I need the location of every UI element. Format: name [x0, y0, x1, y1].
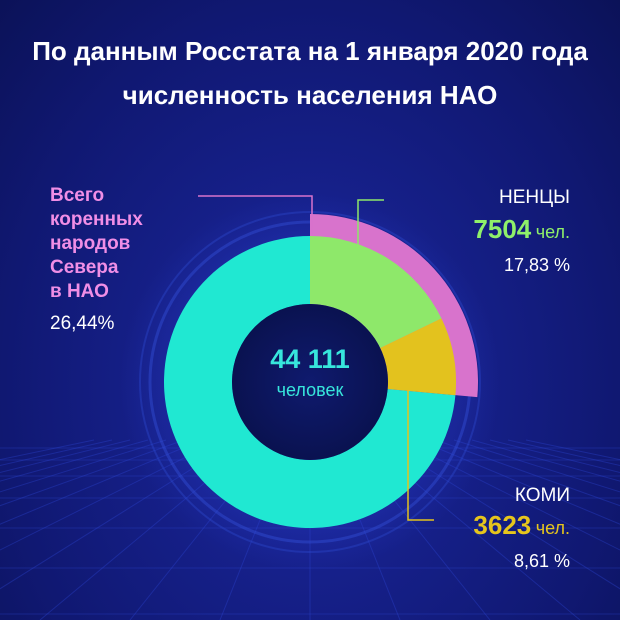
label-nenets-value: 7504 [473, 214, 532, 244]
label-komi-value: 3623 [473, 510, 532, 540]
grid-line [0, 439, 131, 474]
leader-line-indigenous [198, 195, 313, 236]
label-nenets-unit: чел. [535, 222, 570, 242]
grid-line [489, 439, 620, 474]
label-nenets: НЕНЦЫ 7504 чел. 17,83 % [400, 186, 570, 276]
label-komi-unit: чел. [535, 518, 570, 538]
grid-line [435, 439, 620, 507]
slice-nenets [310, 236, 442, 349]
label-nenets-percent: 17,83 % [503, 255, 570, 275]
center-total-unit: человек [276, 380, 344, 400]
donut-slices [164, 214, 479, 528]
slice-komi [380, 318, 456, 396]
label-indigenous: Всего коренных народов Севера в НАО 26,4… [50, 184, 190, 336]
grid-line [471, 439, 620, 482]
grid-line [453, 439, 620, 493]
leader-line-komi [407, 390, 434, 521]
grid-line [0, 439, 149, 482]
label-komi-percent: 8,61 % [513, 551, 570, 571]
grid-line [0, 439, 185, 507]
halo-ring-outer [139, 211, 481, 553]
label-komi: КОМИ 3623 чел. 8,61 % [400, 484, 570, 572]
grid-line [0, 439, 113, 466]
title-line-2: численность населения НАО [122, 80, 498, 110]
leader-line-nenets [357, 199, 384, 282]
label-komi-value-row: 3623 чел. [400, 510, 570, 545]
label-indigenous-name: Всего коренных народов Севера в НАО [50, 185, 143, 302]
slice-other-population [164, 236, 456, 528]
donut-hole [232, 304, 388, 460]
grid-line [0, 439, 167, 493]
grid-line [417, 439, 620, 525]
title-line-1: По данным Росстата на 1 января 2020 года [32, 36, 588, 66]
label-nenets-value-row: 7504 чел. [400, 214, 570, 249]
label-nenets-name: НЕНЦЫ [499, 187, 570, 208]
grid-line [0, 439, 203, 525]
center-total-value: 44 111 [270, 344, 350, 374]
label-indigenous-percent: 26,44% [50, 313, 115, 334]
leader-lines [198, 195, 434, 521]
label-komi-name: КОМИ [514, 485, 570, 506]
